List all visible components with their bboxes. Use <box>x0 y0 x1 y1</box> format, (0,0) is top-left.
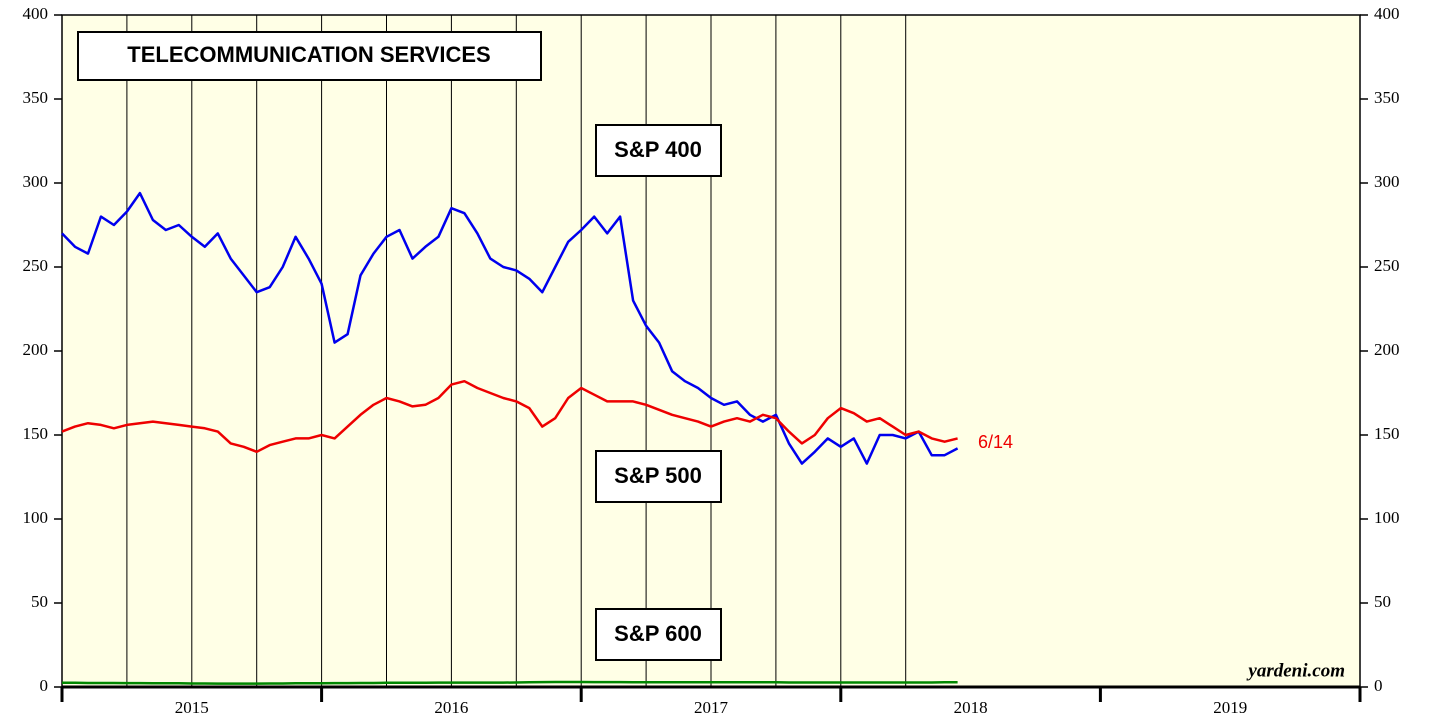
y-tick-label: 300 <box>23 172 49 191</box>
y2-tick-label: 200 <box>1374 340 1400 359</box>
legend-label: S&P 400 <box>614 137 702 162</box>
chart-title-box: TELECOMMUNICATION SERVICES <box>77 31 542 81</box>
source-label: yardeni.com <box>1246 660 1345 681</box>
y2-tick-label: 150 <box>1374 424 1400 443</box>
y2-tick-label: 300 <box>1374 172 1400 191</box>
legend-label: S&P 600 <box>614 621 702 646</box>
y-tick-label: 150 <box>23 424 49 443</box>
y2-tick-label: 50 <box>1374 592 1391 611</box>
y-tick-label: 0 <box>40 676 49 695</box>
chart-title: TELECOMMUNICATION SERVICES <box>127 42 490 67</box>
date-label: 6/14 <box>978 432 1013 452</box>
y2-tick-label: 0 <box>1374 676 1383 695</box>
box <box>595 608 722 661</box>
y2-tick-label: 250 <box>1374 256 1400 275</box>
x-tick-label: 2017 <box>694 698 729 717</box>
y-tick-label: 400 <box>23 4 49 23</box>
x-tick-label: 2019 <box>1213 698 1247 717</box>
box <box>595 450 722 503</box>
series-line <box>62 680 958 685</box>
series-line <box>61 379 958 454</box>
y2-tick-label: 350 <box>1374 88 1400 107</box>
x-tick-label: 2018 <box>954 698 988 717</box>
box <box>595 124 722 177</box>
x-tick-label: 2015 <box>175 698 209 717</box>
y2-tick-label: 400 <box>1374 4 1400 23</box>
y2-tick-label: 100 <box>1374 508 1400 527</box>
x-tick-label: 2016 <box>434 698 468 717</box>
y-tick-label: 350 <box>23 88 49 107</box>
y-tick-label: 200 <box>23 340 49 359</box>
y-tick-label: 50 <box>31 592 48 611</box>
box <box>77 31 542 81</box>
legend-box: S&P 400 <box>595 124 722 177</box>
y-tick-label: 100 <box>23 508 49 527</box>
legend-label: S&P 500 <box>614 463 702 488</box>
legend-box: S&P 500 <box>595 450 722 503</box>
y-tick-label: 250 <box>23 256 49 275</box>
legend-box: S&P 600 <box>595 608 722 661</box>
series-line <box>61 191 959 465</box>
